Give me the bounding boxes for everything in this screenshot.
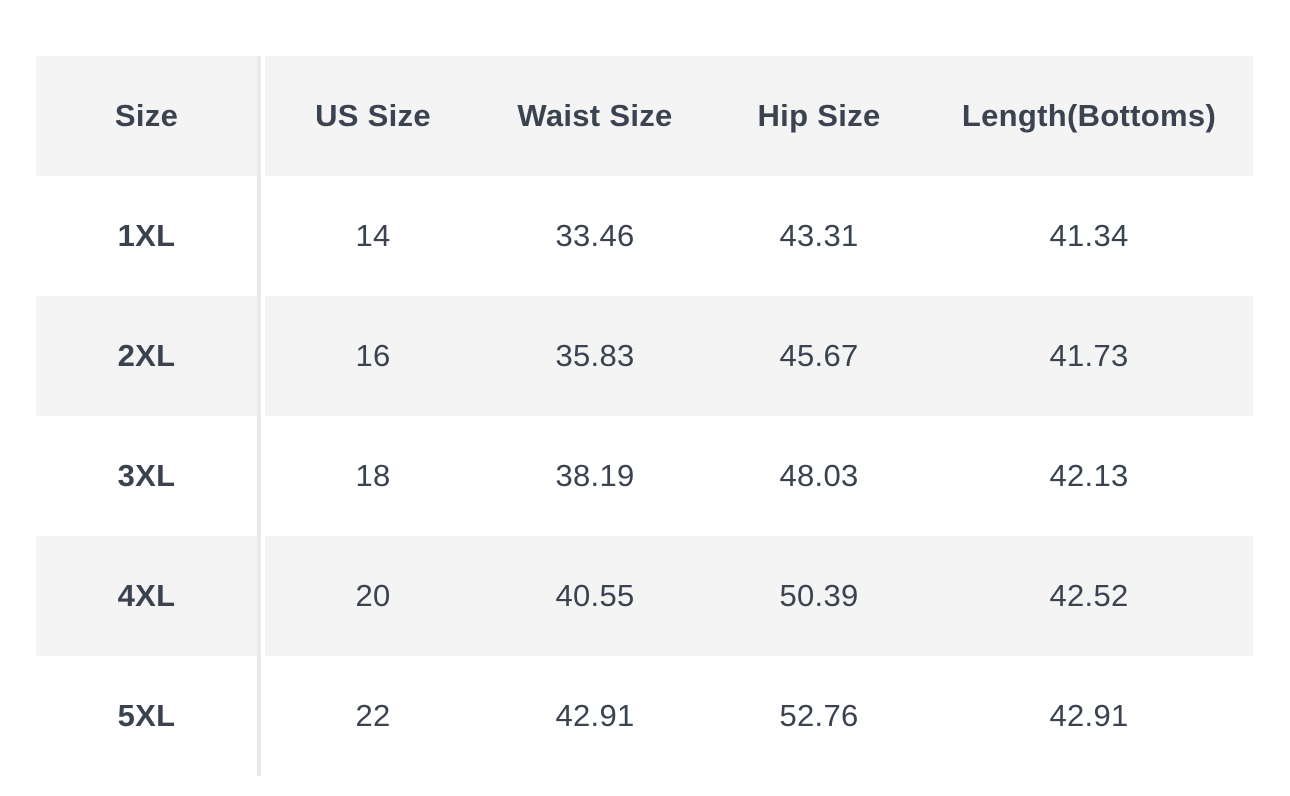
- length-value: 42.52: [1049, 578, 1129, 613]
- waist-size-value: 33.46: [555, 218, 635, 253]
- column-divider-line: [257, 296, 261, 416]
- hip-size-value: 43.31: [779, 218, 859, 253]
- hip-size-value: 45.67: [779, 338, 859, 373]
- column-divider-gap: [261, 656, 265, 776]
- column-divider-gap: [261, 536, 265, 656]
- row-size-label: 3XL: [117, 458, 176, 493]
- length-value: 42.13: [1049, 458, 1129, 493]
- table-row: 5XL 22 42.91 52.76 42.91: [36, 656, 1253, 776]
- column-divider-line: [257, 176, 261, 296]
- waist-size-value: 42.91: [555, 698, 635, 733]
- row-cells-group: 14 33.46 43.31 41.34: [265, 176, 1253, 296]
- column-divider-line: [257, 656, 261, 776]
- column-header-waist-size: Waist Size: [517, 98, 673, 133]
- column-divider-gap: [261, 56, 265, 176]
- hip-size-value: 48.03: [779, 458, 859, 493]
- us-size-value: 20: [355, 578, 391, 613]
- row-cells-group: 18 38.19 48.03 42.13: [265, 416, 1253, 536]
- column-divider-gap: [261, 296, 265, 416]
- column-divider-line: [257, 536, 261, 656]
- us-size-value: 14: [355, 218, 391, 253]
- column-divider-line: [257, 56, 261, 176]
- table-row: 1XL 14 33.46 43.31 41.34: [36, 176, 1253, 296]
- row-size-label: 1XL: [117, 218, 176, 253]
- waist-size-value: 35.83: [555, 338, 635, 373]
- column-divider-line: [257, 416, 261, 536]
- column-header-us-size: US Size: [315, 98, 431, 133]
- us-size-value: 16: [355, 338, 391, 373]
- hip-size-value: 52.76: [779, 698, 859, 733]
- table-row: 2XL 16 35.83 45.67 41.73: [36, 296, 1253, 416]
- row-cells-group: 22 42.91 52.76 42.91: [265, 656, 1253, 776]
- length-value: 41.73: [1049, 338, 1129, 373]
- column-divider-gap: [261, 176, 265, 296]
- waist-size-value: 40.55: [555, 578, 635, 613]
- size-chart-table: Size US Size Waist Size Hip Size Length(…: [36, 56, 1253, 776]
- table-row: 3XL 18 38.19 48.03 42.13: [36, 416, 1253, 536]
- length-value: 41.34: [1049, 218, 1129, 253]
- us-size-value: 22: [355, 698, 391, 733]
- row-size-label: 4XL: [36, 536, 257, 656]
- waist-size-value: 38.19: [555, 458, 635, 493]
- table-row: 4XL 20 40.55 50.39 42.52: [36, 536, 1253, 656]
- table-header-row: Size US Size Waist Size Hip Size Length(…: [36, 56, 1253, 176]
- hip-size-value: 50.39: [779, 578, 859, 613]
- row-cells-group: 20 40.55 50.39 42.52: [265, 536, 1253, 656]
- column-header-hip-size: Hip Size: [757, 98, 881, 133]
- length-value: 42.91: [1049, 698, 1129, 733]
- us-size-value: 18: [355, 458, 391, 493]
- row-size-label: 5XL: [117, 698, 176, 733]
- column-header-size: Size: [36, 56, 257, 176]
- column-header-length-bottoms: Length(Bottoms): [961, 98, 1217, 133]
- column-divider-gap: [261, 416, 265, 536]
- row-size-label: 2XL: [36, 296, 257, 416]
- header-cells-group: US Size Waist Size Hip Size Length(Botto…: [265, 56, 1253, 176]
- row-cells-group: 16 35.83 45.67 41.73: [265, 296, 1253, 416]
